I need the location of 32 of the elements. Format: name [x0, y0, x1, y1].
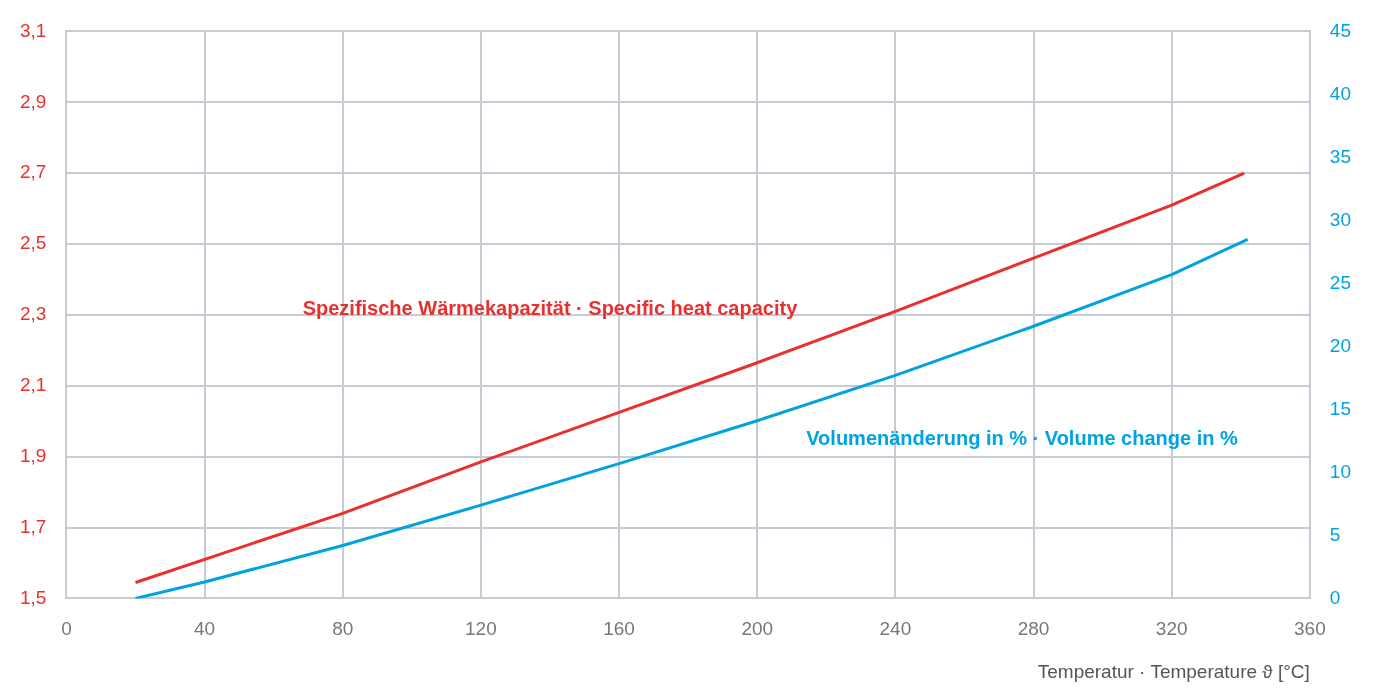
x-tick-label: 0: [61, 618, 72, 640]
x-tick-label: 320: [1155, 618, 1188, 640]
y-tick-label: 1,5: [19, 586, 47, 608]
y-tick-label: 1,7: [19, 515, 47, 537]
y-tick-label: 1,9: [19, 444, 47, 466]
y2-tick-label: 35: [1329, 145, 1352, 167]
x-tick-label: 360: [1294, 618, 1326, 640]
y2-tick-label: 20: [1329, 334, 1352, 356]
series-label: Volumenänderung in % · Volume change in %: [806, 427, 1239, 450]
y-tick-label: 2,9: [19, 90, 47, 112]
y-tick-label: 2,5: [19, 232, 47, 254]
y-tick-label: 2,7: [19, 161, 47, 183]
y-tick-label: 3,1: [19, 19, 47, 41]
x-tick-label: 200: [741, 618, 774, 640]
series-label: Spezifische Wärmekapazität · Specific heat capacity: [302, 296, 799, 319]
y2-tick-label: 15: [1329, 397, 1352, 419]
x-tick-label: 160: [603, 618, 635, 640]
x-tick-label: 120: [465, 618, 497, 640]
y2-tick-label: 30: [1329, 208, 1352, 230]
y2-tick-label: 5: [1329, 523, 1341, 545]
y2-tick-label: 40: [1329, 82, 1352, 104]
x-axis-title: Temperatur · Temperature ϑ [°C]: [1037, 660, 1310, 682]
y2-tick-label: 45: [1329, 19, 1352, 41]
x-tick-label: 80: [332, 618, 354, 640]
x-tick-label: 40: [194, 618, 216, 640]
y2-tick-label: 25: [1329, 271, 1352, 293]
y2-tick-label: 0: [1329, 586, 1341, 608]
y-tick-label: 2,3: [19, 303, 47, 325]
x-tick-label: 280: [1017, 618, 1050, 640]
y2-tick-label: 10: [1329, 460, 1352, 482]
x-tick-label: 240: [879, 618, 912, 640]
y-tick-label: 2,1: [19, 374, 47, 396]
